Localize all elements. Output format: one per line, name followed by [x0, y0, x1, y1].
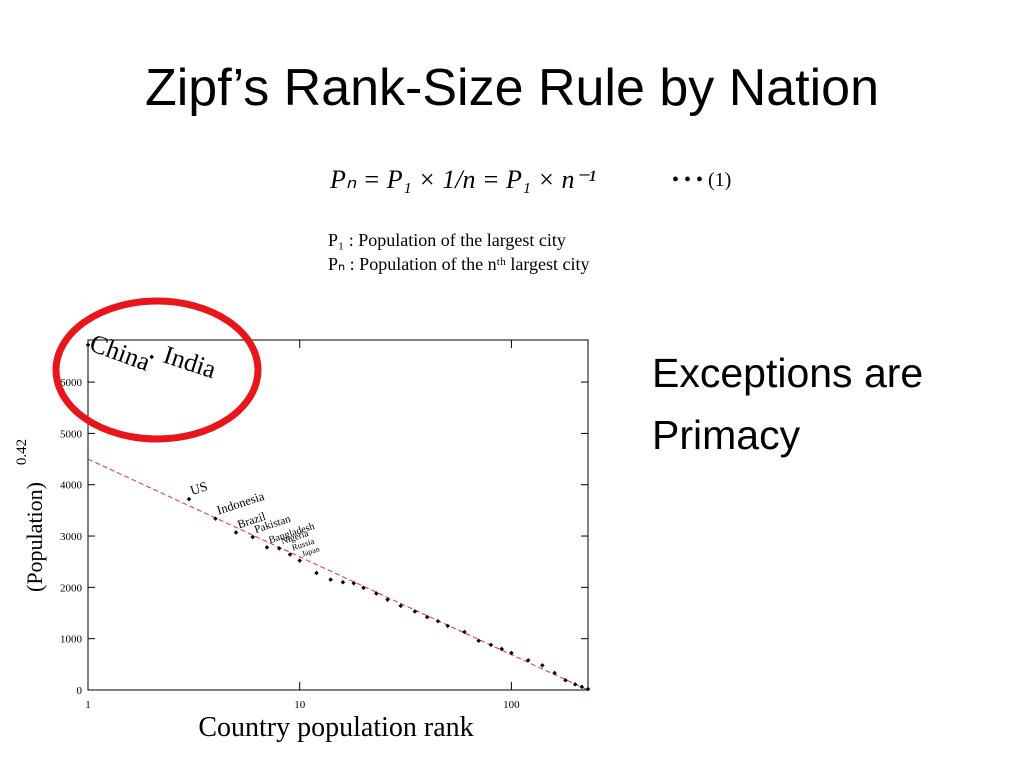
data-point — [287, 552, 293, 557]
data-point — [297, 558, 302, 563]
x-tick-label: 100 — [503, 699, 520, 711]
point-label: China — [86, 328, 155, 377]
data-point — [186, 496, 192, 502]
data-point — [398, 603, 403, 609]
definition: P₁ : Population of the largest city — [328, 230, 566, 250]
y-tick-label: 2000 — [60, 582, 83, 594]
equation-number: • • • (1) — [672, 169, 731, 191]
data-point — [314, 570, 319, 576]
data-point — [552, 670, 557, 676]
highlight-ellipse — [52, 297, 262, 443]
y-tick-label: 1000 — [60, 634, 83, 646]
y-tick-label: 4000 — [60, 480, 83, 492]
data-point — [149, 354, 154, 360]
data-point — [264, 545, 270, 550]
data-point — [445, 623, 450, 629]
data-point — [328, 577, 333, 582]
x-tick-label: 1 — [85, 699, 91, 711]
data-point — [351, 580, 357, 586]
data-point — [499, 646, 504, 652]
data-point — [563, 677, 568, 683]
fit-line — [87, 458, 589, 691]
y-axis-label-exponent: 0.42 — [14, 439, 30, 465]
data-point — [525, 657, 531, 663]
y-tick-label: 0 — [77, 685, 83, 697]
x-tick-label: 10 — [294, 699, 306, 711]
data-point — [385, 597, 390, 602]
data-point — [276, 546, 282, 551]
data-point — [540, 663, 545, 668]
y-tick-label: 6000 — [60, 377, 83, 389]
data-point — [585, 686, 591, 692]
formula: Pₙ = P₁ × 1/n = P₁ × n⁻¹ — [329, 165, 596, 194]
data-point — [424, 614, 430, 620]
plot-frame — [87, 339, 589, 691]
data-point — [572, 682, 578, 687]
y-tick-label: 5000 — [60, 428, 83, 440]
definition: Pₙ : Population of the nᵗʰ largest city — [328, 254, 590, 274]
chart: 0 1000 2000 3000 4000 5000 6000 1 10 100 Country p… — [14, 328, 591, 743]
data-point — [250, 534, 256, 540]
x-axis-label: Country population rank — [198, 712, 473, 743]
data-point — [340, 579, 346, 585]
data-point — [233, 530, 239, 535]
point-label: US — [188, 478, 209, 498]
data-point — [488, 642, 494, 648]
data-point — [412, 609, 418, 614]
point-label: India — [160, 340, 220, 384]
data-point — [476, 638, 481, 643]
data-point — [509, 650, 514, 656]
data-point — [579, 684, 585, 690]
side-text: Exceptions are Primacy — [652, 350, 924, 458]
y-tick-label: 3000 — [60, 531, 83, 543]
data-point — [435, 618, 441, 624]
slide-title: Zipf’s Rank-Size Rule by Nation — [145, 59, 879, 117]
y-axis-label: (Population) — [22, 482, 47, 592]
data-point — [462, 629, 467, 635]
data-point — [374, 591, 379, 596]
data-point — [361, 585, 366, 591]
